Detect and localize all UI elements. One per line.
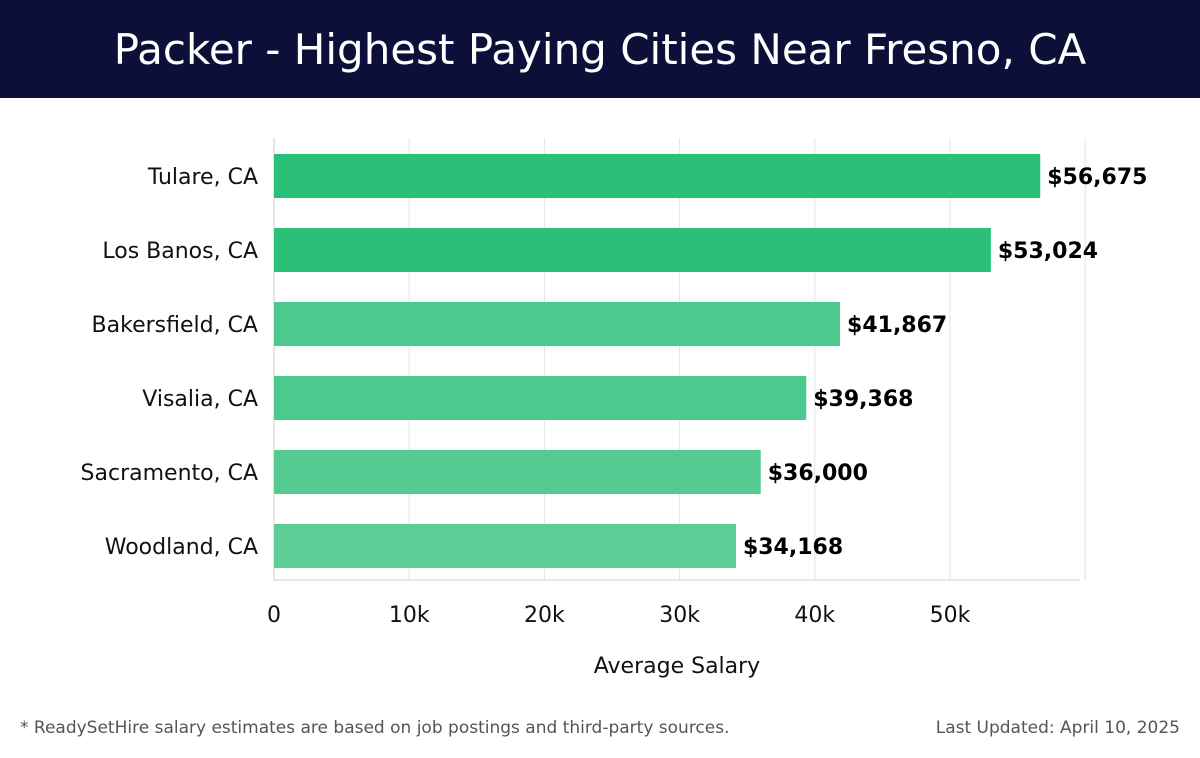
value-label-3: $39,368 xyxy=(813,387,913,412)
bar-3 xyxy=(274,376,807,420)
header-bar: Packer - Highest Paying Cities Near Fres… xyxy=(0,0,1200,98)
x-tick-label-1: 10k xyxy=(389,603,430,628)
x-axis-title: Average Salary xyxy=(594,654,760,679)
bar-5 xyxy=(274,524,736,568)
category-label-2: Bakersfield, CA xyxy=(92,313,258,338)
value-label-4: $36,000 xyxy=(768,461,868,486)
footer-note: * ReadySetHire salary estimates are base… xyxy=(20,718,730,738)
category-label-1: Los Banos, CA xyxy=(102,239,258,264)
bar-chart: Tulare, CA $56,675 Los Banos, CA $53,024 Bak… xyxy=(81,138,1147,679)
category-label-5: Woodland, CA xyxy=(105,535,258,560)
category-label-0: Tulare, CA xyxy=(147,165,258,190)
x-tick-label-2: 20k xyxy=(524,603,565,628)
value-label-5: $34,168 xyxy=(743,535,843,560)
x-tick-label-5: 50k xyxy=(930,603,971,628)
x-tick-label-3: 30k xyxy=(659,603,700,628)
value-label-1: $53,024 xyxy=(998,239,1098,264)
category-label-3: Visalia, CA xyxy=(142,387,258,412)
value-label-2: $41,867 xyxy=(847,313,947,338)
bar-0 xyxy=(274,154,1041,198)
page-title: Packer - Highest Paying Cities Near Fres… xyxy=(113,24,1087,74)
category-label-4: Sacramento, CA xyxy=(81,461,258,486)
bar-4 xyxy=(274,450,761,494)
bar-2 xyxy=(274,302,841,346)
bar-1 xyxy=(274,228,991,272)
value-label-0: $56,675 xyxy=(1047,165,1147,190)
last-updated: Last Updated: April 10, 2025 xyxy=(935,718,1180,738)
x-tick-label-4: 40k xyxy=(794,603,835,628)
x-tick-label-0: 0 xyxy=(267,603,281,628)
